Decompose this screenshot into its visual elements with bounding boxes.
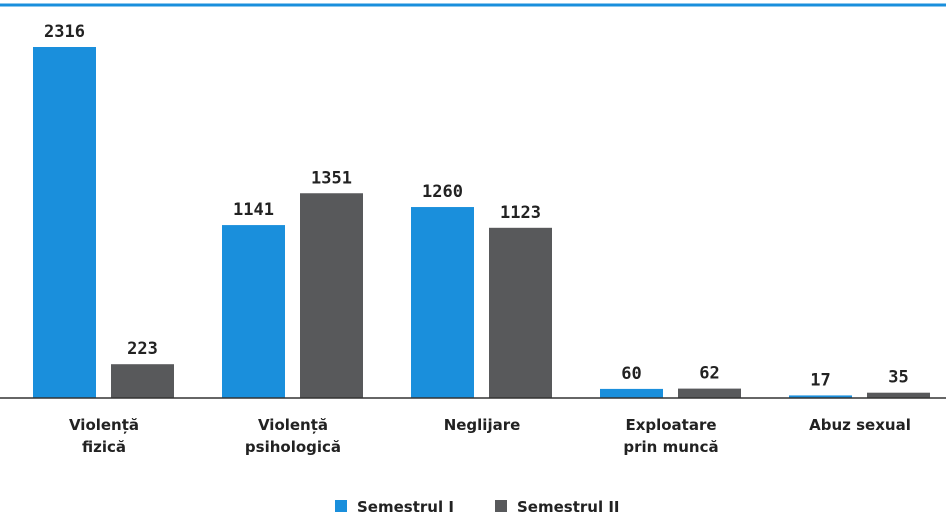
bar [678,388,741,398]
value-label: 223 [127,339,158,359]
bar [489,227,552,398]
value-label: 17 [810,370,830,390]
legend-label: Semestrul II [517,498,619,516]
value-label: 2316 [44,22,85,42]
value-label: 1260 [422,182,463,202]
value-label: 60 [621,364,641,384]
legend-swatch [335,500,347,512]
value-label: 1141 [233,200,274,220]
x-tick-label: Abuz sexual [809,416,911,434]
x-tick-label: Violență psihologică [245,416,341,456]
bar [33,47,96,398]
x-tick-label: Violență fizică [69,416,139,456]
bar [222,225,285,398]
value-label: 62 [699,364,719,384]
x-tick-label: Exploatare prin muncă [623,416,718,456]
bar [411,207,474,398]
bar [789,395,852,398]
value-label: 35 [888,368,908,388]
legend-label: Semestrul I [357,498,454,516]
value-label: 1123 [500,203,541,223]
value-label: 1351 [311,168,352,188]
bar [600,388,663,398]
bar [300,193,363,398]
bar [111,364,174,398]
x-tick-label: Neglijare [444,416,521,434]
legend-swatch [495,500,507,512]
bar [867,392,930,398]
